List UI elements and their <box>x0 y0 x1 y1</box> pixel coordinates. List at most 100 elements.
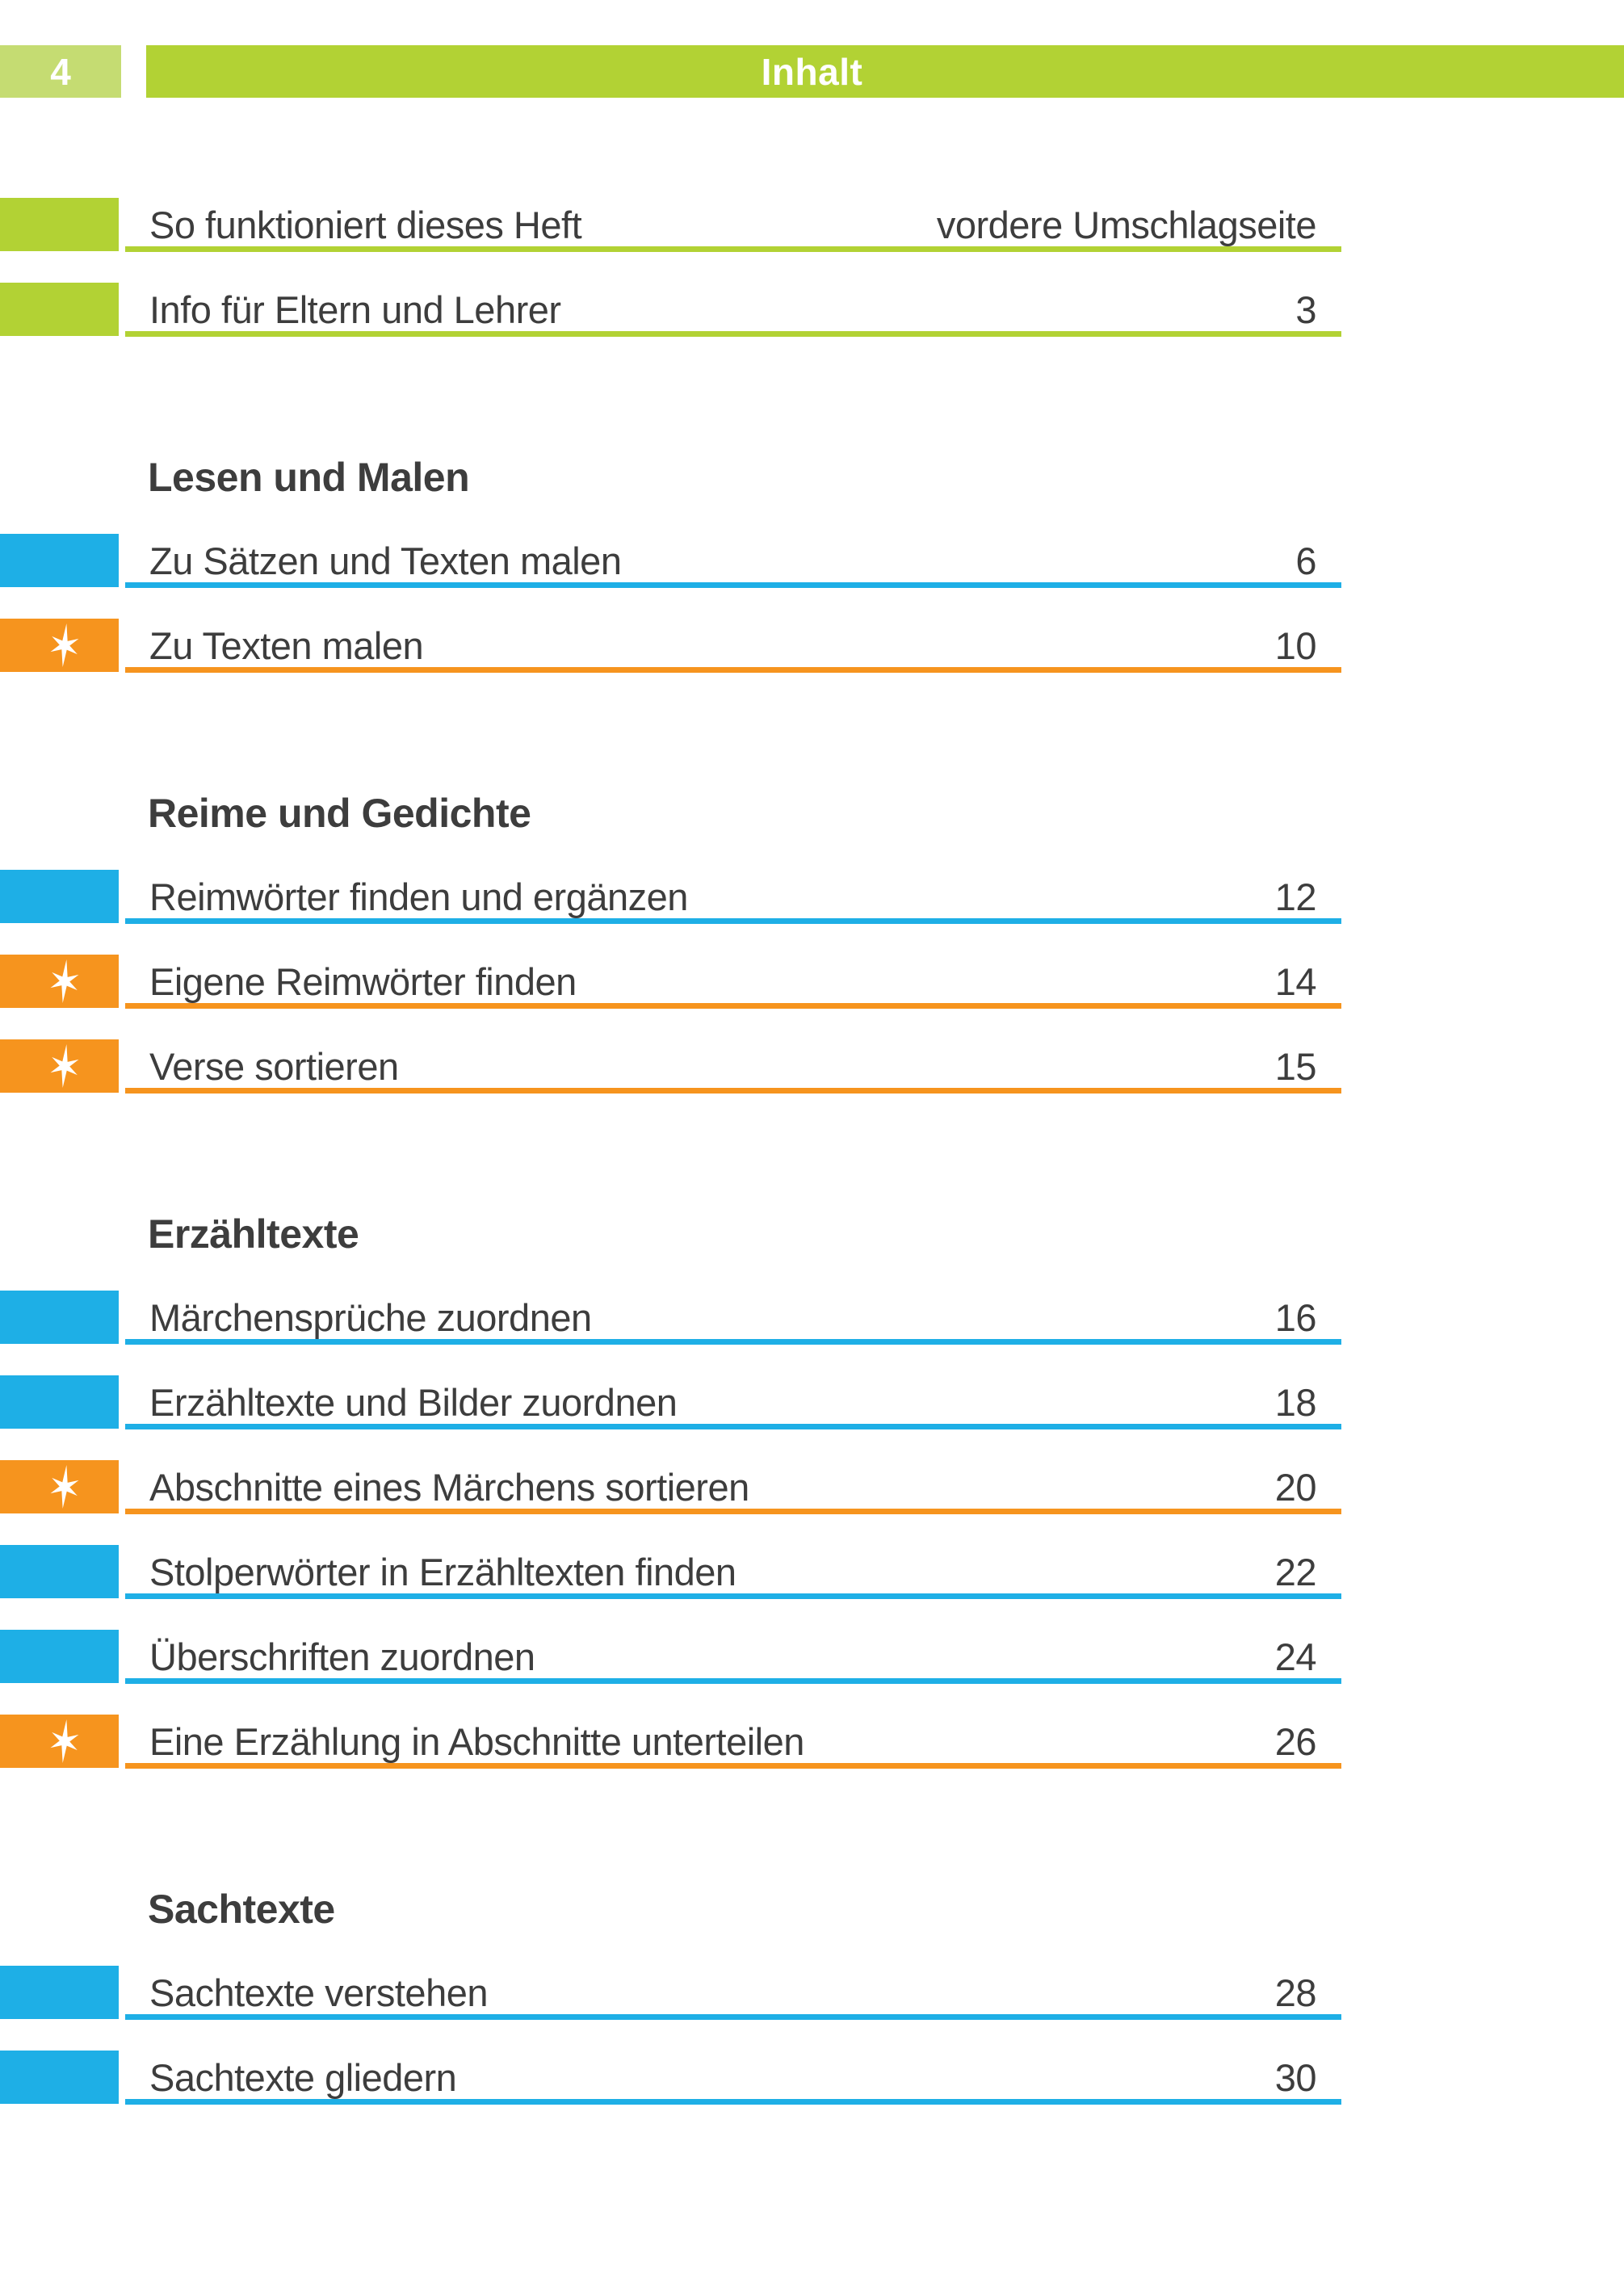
entry-text-row: Stolperwörter in Erzähltexten finden 22 <box>149 1545 1317 1598</box>
entry-underline <box>125 582 1341 588</box>
entry-page: 15 <box>1274 1044 1317 1088</box>
entry-title: Zu Texten malen <box>149 623 424 667</box>
page-number: 4 <box>50 50 71 93</box>
toc-entry: Abschnitte eines Märchens sortieren 20 <box>0 1460 1341 1514</box>
entry-title: Info für Eltern und Lehrer <box>149 288 561 331</box>
entry-underline <box>125 1088 1341 1094</box>
entry-title: Sachtexte gliedern <box>149 2055 457 2099</box>
entry-underline <box>125 1509 1341 1514</box>
page-number-box: 4 <box>0 45 121 98</box>
entry-text-row: Eine Erzählung in Abschnitte unterteilen… <box>149 1715 1317 1768</box>
entry-marker-star <box>0 619 119 672</box>
toc-entry: Zu Texten malen 10 <box>0 619 1341 673</box>
entry-page: 22 <box>1274 1550 1317 1593</box>
entry-underline <box>125 1339 1341 1345</box>
entry-title: Verse sortieren <box>149 1044 399 1088</box>
entry-underline <box>125 1763 1341 1769</box>
entry-page: 18 <box>1274 1380 1317 1424</box>
six-point-star-icon <box>50 1044 79 1088</box>
page-title: Inhalt <box>761 50 863 93</box>
entry-page: vordere Umschlagseite <box>936 203 1317 246</box>
entry-text-row: Verse sortieren 15 <box>149 1039 1317 1093</box>
entry-title: Überschriften zuordnen <box>149 1635 535 1678</box>
entry-marker-star <box>0 955 119 1008</box>
toc-entry: Reimwörter finden und ergänzen 12 <box>0 870 1341 924</box>
entry-page: 12 <box>1274 875 1317 918</box>
entry-page: 20 <box>1274 1465 1317 1509</box>
six-point-star-icon <box>50 959 79 1003</box>
toc-section-heading: Sachtexte <box>148 1887 335 1932</box>
header-title-wrap: Inhalt <box>0 45 1624 98</box>
toc-section-heading: Reime und Gedichte <box>148 791 531 836</box>
six-point-star-icon <box>50 1465 79 1509</box>
entry-underline <box>125 918 1341 924</box>
entry-title: Stolperwörter in Erzähltexten finden <box>149 1550 736 1593</box>
toc-section-heading: Lesen und Malen <box>148 455 470 500</box>
entry-marker <box>0 870 119 923</box>
entry-underline <box>125 667 1341 673</box>
toc-entry: Zu Sätzen und Texten malen 6 <box>0 534 1341 588</box>
entry-text-row: Info für Eltern und Lehrer 3 <box>149 283 1316 336</box>
entry-marker-star <box>0 1039 119 1093</box>
six-point-star-icon <box>50 623 79 667</box>
toc-entry: Sachtexte gliedern 30 <box>0 2051 1341 2105</box>
entry-marker <box>0 534 119 587</box>
entry-title: Abschnitte eines Märchens sortieren <box>149 1465 749 1509</box>
entry-text-row: So funktioniert dieses Heft vordere Umsch… <box>149 198 1317 251</box>
entry-title: Zu Sätzen und Texten malen <box>149 539 622 582</box>
entry-page: 30 <box>1274 2055 1317 2099</box>
entry-text-row: Reimwörter finden und ergänzen 12 <box>149 870 1317 923</box>
entry-text-row: Sachtexte verstehen 28 <box>149 1966 1317 2019</box>
entry-text-row: Eigene Reimwörter finden 14 <box>149 955 1317 1008</box>
entry-page: 10 <box>1274 623 1317 667</box>
toc-entry: Info für Eltern und Lehrer 3 <box>0 283 1341 337</box>
entry-title: Märchensprüche zuordnen <box>149 1295 592 1339</box>
entry-title: Eigene Reimwörter finden <box>149 959 577 1003</box>
entry-underline <box>125 2014 1341 2020</box>
entry-title: Eine Erzählung in Abschnitte unterteilen <box>149 1719 804 1763</box>
entry-marker <box>0 1375 119 1429</box>
entry-page: 3 <box>1295 288 1316 331</box>
entry-underline <box>125 1003 1341 1009</box>
entry-text-row: Märchensprüche zuordnen 16 <box>149 1291 1317 1344</box>
header-bar: Inhalt <box>146 45 1624 98</box>
entry-title: Reimwörter finden und ergänzen <box>149 875 688 918</box>
entry-marker <box>0 198 119 251</box>
entry-marker <box>0 1545 119 1598</box>
entry-marker-star <box>0 1715 119 1768</box>
entry-marker <box>0 1966 119 2019</box>
entry-underline <box>125 1678 1341 1684</box>
entry-underline <box>125 1424 1341 1429</box>
entry-text-row: Zu Texten malen 10 <box>149 619 1317 672</box>
entry-underline <box>125 1593 1341 1599</box>
entry-text-row: Abschnitte eines Märchens sortieren 20 <box>149 1460 1317 1513</box>
toc-entry: Stolperwörter in Erzähltexten finden 22 <box>0 1545 1341 1599</box>
entry-marker <box>0 2051 119 2104</box>
toc-entry: So funktioniert dieses Heft vordere Umsch… <box>0 198 1341 252</box>
entry-marker-star <box>0 1460 119 1513</box>
toc-entry: Verse sortieren 15 <box>0 1039 1341 1094</box>
toc-entry: Sachtexte verstehen 28 <box>0 1966 1341 2020</box>
toc-entry: Erzähltexte und Bilder zuordnen 18 <box>0 1375 1341 1429</box>
entry-title: Erzähltexte und Bilder zuordnen <box>149 1380 678 1424</box>
entry-page: 26 <box>1274 1719 1317 1763</box>
entry-marker <box>0 283 119 336</box>
entry-page: 24 <box>1274 1635 1317 1678</box>
toc-entry: Eine Erzählung in Abschnitte unterteilen… <box>0 1715 1341 1769</box>
entry-underline <box>125 2099 1341 2105</box>
entry-text-row: Sachtexte gliedern 30 <box>149 2051 1317 2104</box>
six-point-star-icon <box>50 1719 79 1763</box>
entry-page: 16 <box>1274 1295 1317 1339</box>
entry-title: Sachtexte verstehen <box>149 1971 489 2014</box>
entry-page: 28 <box>1274 1971 1317 2014</box>
entry-underline <box>125 331 1341 337</box>
entry-text-row: Überschriften zuordnen 24 <box>149 1630 1317 1683</box>
toc-entry: Märchensprüche zuordnen 16 <box>0 1291 1341 1345</box>
entry-title: So funktioniert dieses Heft <box>149 203 582 246</box>
toc-entry: Eigene Reimwörter finden 14 <box>0 955 1341 1009</box>
entry-text-row: Erzähltexte und Bilder zuordnen 18 <box>149 1375 1317 1429</box>
entry-text-row: Zu Sätzen und Texten malen 6 <box>149 534 1316 587</box>
entry-marker <box>0 1630 119 1683</box>
toc-section-heading: Erzähltexte <box>148 1211 359 1257</box>
entry-page: 6 <box>1295 539 1316 582</box>
